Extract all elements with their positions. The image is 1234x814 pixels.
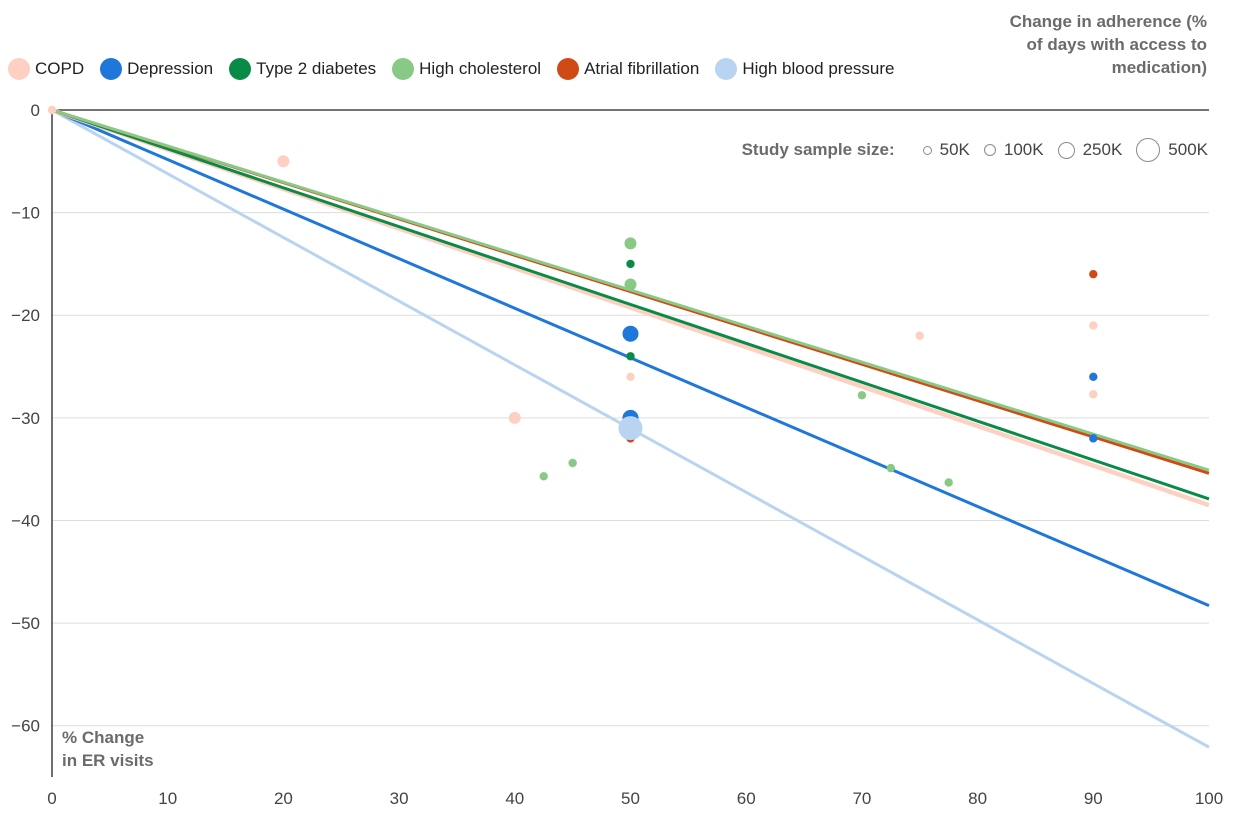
legend-label: COPD bbox=[35, 59, 85, 78]
x-tick-label: 90 bbox=[1084, 789, 1103, 808]
size-legend-title: Study sample size: bbox=[741, 140, 895, 159]
size-legend-label: 50K bbox=[939, 140, 970, 159]
y-tick-label: −10 bbox=[11, 204, 40, 223]
data-point-copd bbox=[915, 331, 924, 340]
legend-item-type-2-diabetes: Type 2 diabetes bbox=[229, 58, 376, 80]
x-tick-label: 70 bbox=[852, 789, 871, 808]
data-point-depression bbox=[622, 325, 639, 342]
size-legend-circle bbox=[1057, 141, 1075, 159]
legend-item-copd: COPD bbox=[8, 58, 84, 80]
size-legend-item: 100K bbox=[983, 140, 1044, 160]
y-tick-label: −20 bbox=[11, 306, 40, 325]
data-point-high-cholesterol bbox=[624, 278, 637, 291]
legend-swatch bbox=[557, 58, 580, 80]
x-axis-title: % Change in ER visits bbox=[62, 728, 154, 770]
data-point-high-cholesterol bbox=[539, 472, 548, 481]
x-tick-label: 100 bbox=[1195, 789, 1223, 808]
series-legend: COPD Depression Type 2 diabetes High choles… bbox=[8, 58, 910, 80]
data-point-high-cholesterol bbox=[857, 391, 867, 400]
x-tick-label: 10 bbox=[158, 789, 177, 808]
y-tick-label: −30 bbox=[11, 409, 40, 428]
data-point-type-2-diabetes bbox=[626, 259, 635, 269]
trend-line-type-2-diabetes bbox=[51, 108, 1210, 501]
legend-item-high-blood-pressure: High blood pressure bbox=[715, 58, 894, 80]
legend-item-atrial-fibrillation: Atrial fibrillation bbox=[557, 58, 699, 80]
size-legend-label: 250K bbox=[1082, 140, 1123, 159]
size-legend-label: 100K bbox=[1003, 140, 1044, 159]
x-tick-label: 50 bbox=[621, 789, 640, 808]
size-legend-item: 250K bbox=[1057, 140, 1123, 160]
legend-swatch bbox=[8, 58, 30, 80]
legend-label: High blood pressure bbox=[742, 59, 895, 78]
legend-label: High cholesterol bbox=[419, 59, 542, 78]
y-tick-label: −40 bbox=[11, 511, 40, 530]
data-point-high-cholesterol bbox=[886, 463, 896, 473]
size-legend-item: 50K bbox=[922, 140, 970, 160]
data-point-copd bbox=[47, 105, 57, 115]
legend-swatch bbox=[100, 58, 123, 80]
data-point-high-cholesterol bbox=[568, 458, 577, 468]
size-legend-circle bbox=[1136, 138, 1161, 162]
legend-swatch bbox=[715, 58, 738, 80]
x-tick-label: 20 bbox=[274, 789, 293, 808]
legend-swatch bbox=[229, 58, 252, 80]
y-axis-title: Change in adherence (% of days with acce… bbox=[1009, 12, 1207, 77]
data-point-atrial-fibrillation bbox=[1089, 269, 1098, 279]
y-tick-label: 0 bbox=[31, 101, 40, 120]
size-legend-item: 500K bbox=[1136, 138, 1208, 162]
legend-label: Type 2 diabetes bbox=[256, 59, 377, 78]
data-point-copd bbox=[1089, 390, 1098, 399]
y-tick-label: −50 bbox=[11, 614, 40, 633]
data-point-high-blood-pressure bbox=[618, 416, 643, 441]
data-point-copd bbox=[1089, 321, 1098, 330]
data-point-high-cholesterol bbox=[624, 237, 637, 250]
data-point-copd bbox=[277, 155, 290, 168]
x-tick-label: 0 bbox=[47, 789, 56, 808]
x-tick-label: 80 bbox=[968, 789, 987, 808]
legend-item-depression: Depression bbox=[100, 58, 213, 80]
data-point-copd bbox=[508, 411, 521, 424]
legend-label: Atrial fibrillation bbox=[584, 59, 700, 78]
legend-swatch bbox=[392, 58, 415, 80]
x-tick-label: 60 bbox=[737, 789, 756, 808]
x-tick-label: 40 bbox=[505, 789, 524, 808]
legend-label: Depression bbox=[127, 59, 214, 78]
size-legend: Study sample size: 50K 100K 250K 500K bbox=[742, 138, 1208, 162]
legend-item-high-cholesterol: High cholesterol bbox=[392, 58, 541, 80]
size-legend-circle bbox=[922, 145, 932, 155]
data-point-type-2-diabetes bbox=[626, 352, 635, 361]
data-point-depression bbox=[1089, 372, 1098, 381]
data-point-copd bbox=[626, 372, 635, 381]
x-tick-label: 30 bbox=[390, 789, 409, 808]
data-point-high-cholesterol bbox=[944, 478, 953, 487]
size-legend-label: 500K bbox=[1168, 140, 1208, 159]
data-point-depression bbox=[1089, 434, 1098, 443]
size-legend-circle bbox=[983, 144, 996, 156]
y-tick-label: −60 bbox=[11, 717, 40, 736]
